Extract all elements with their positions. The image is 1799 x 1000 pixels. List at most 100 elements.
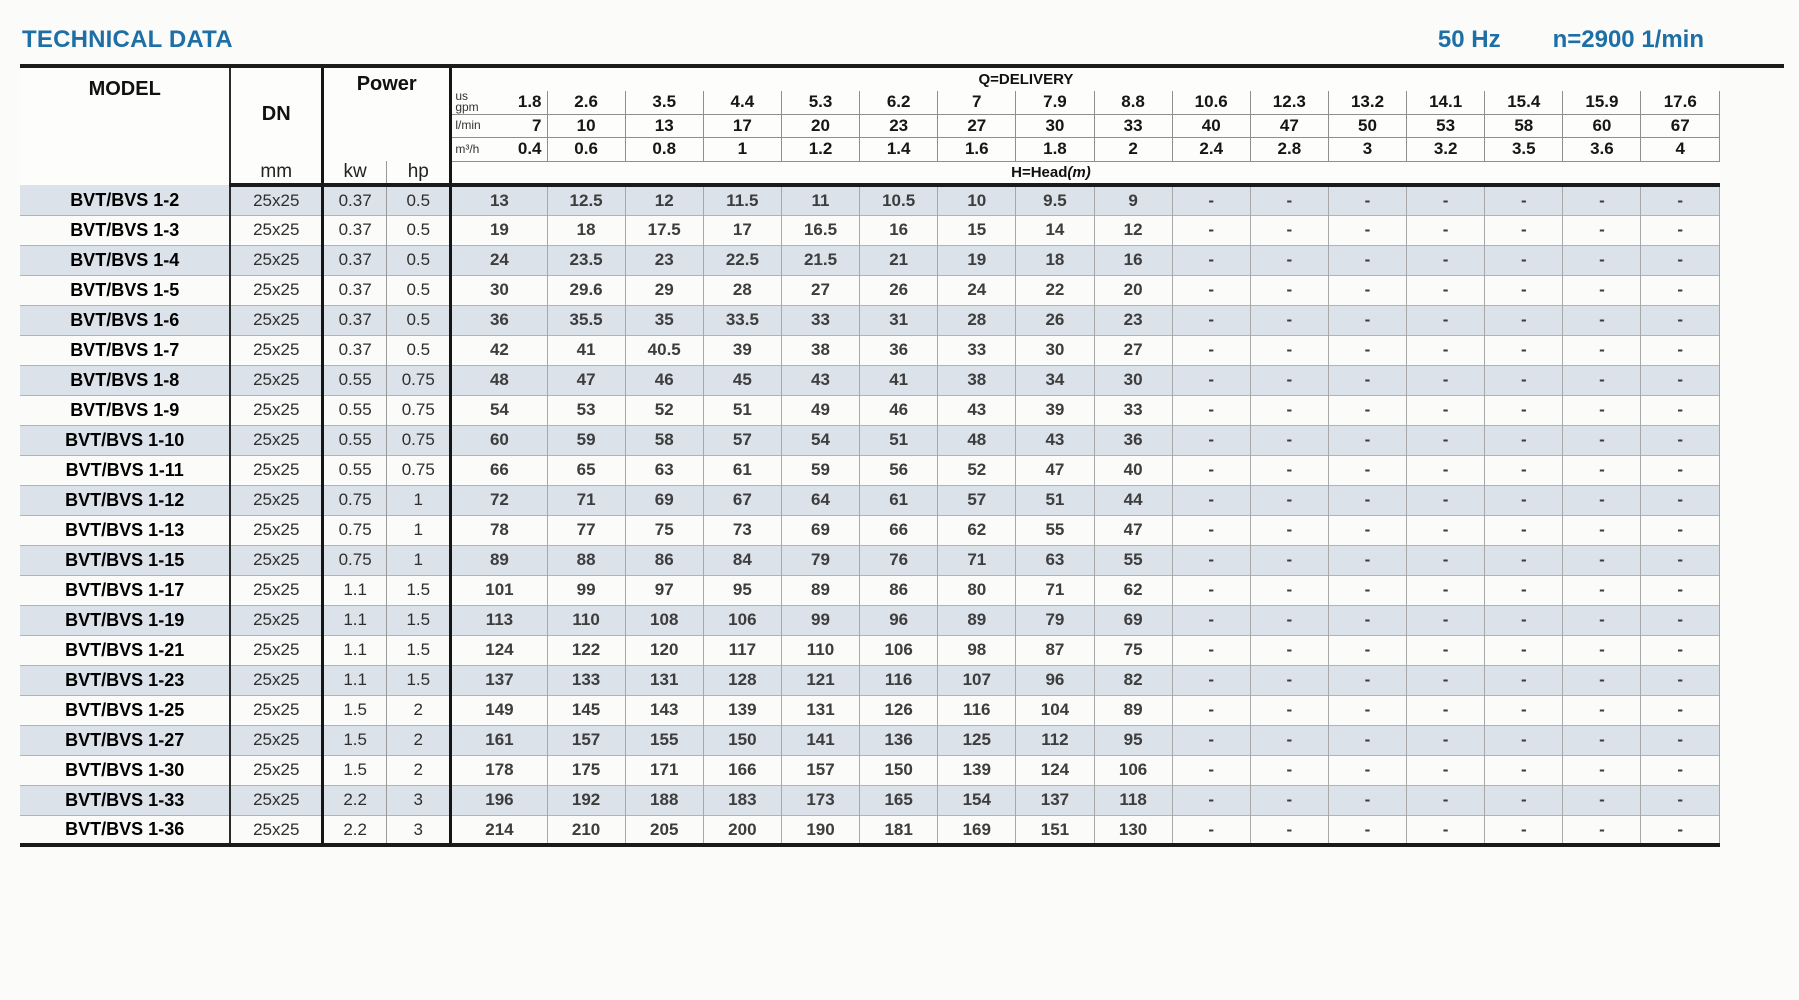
head-value-cell: 22.5: [702, 245, 782, 276]
head-value-cell: -: [1171, 605, 1251, 636]
head-value-cell: 66: [859, 515, 938, 546]
head-value-cell: -: [1640, 335, 1720, 366]
head-value-cell: 35: [624, 305, 704, 336]
head-value-cell: 23: [624, 245, 704, 276]
head-value-cell: 77: [546, 515, 626, 546]
delivery-header-cell: 3: [1327, 137, 1407, 162]
delivery-header-cell: 3.5: [1484, 137, 1563, 162]
head-value-cell: 73: [702, 515, 782, 546]
head-value-cell: -: [1327, 485, 1407, 516]
kw-cell: 0.37: [322, 305, 388, 336]
delivery-header-cell: 23: [859, 114, 938, 138]
head-group-header: H=Head(m): [450, 161, 1720, 188]
technical-data-table: MODEL DN Power Q=DELIVERY us gpm 1.8 2.6 3.…: [20, 68, 1720, 847]
kw-cell: 0.37: [322, 215, 388, 246]
head-value-cell: -: [1562, 395, 1641, 426]
head-value-cell: -: [1484, 245, 1563, 276]
delivery-header-cell: 7: [937, 91, 1016, 115]
head-value-cell: 79: [1015, 605, 1094, 636]
head-value-cell: 137: [1015, 785, 1094, 816]
head-value-cell: 149: [450, 695, 548, 726]
table-row: BVT/BVS 1-23 25x25 1.1 1.5 137 133 131 128 121 11…: [20, 665, 1720, 696]
head-value-cell: -: [1171, 785, 1251, 816]
head-value-cell: -: [1249, 725, 1329, 756]
head-value-cell: -: [1171, 365, 1251, 396]
delivery-header-cell: 10.6: [1171, 91, 1251, 115]
table-row: BVT/BVS 1-8 25x25 0.55 0.75 48 47 46 45 43 41 38 34…: [20, 365, 1720, 396]
head-value-cell: 116: [937, 695, 1016, 726]
head-value-cell: 106: [702, 605, 782, 636]
table-row: BVT/BVS 1-17 25x25 1.1 1.5 101 99 97 95 89 86 80 71…: [20, 575, 1720, 606]
head-value-cell: -: [1327, 425, 1407, 456]
head-value-cell: 26: [1015, 305, 1094, 336]
head-value-cell: 196: [450, 785, 548, 816]
head-value-cell: 38: [780, 335, 860, 366]
head-value-cell: 23.5: [546, 245, 626, 276]
head-value-cell: 139: [702, 695, 782, 726]
head-value-cell: -: [1249, 665, 1329, 696]
head-value-cell: 59: [546, 425, 626, 456]
head-value-cell: -: [1249, 785, 1329, 816]
head-value-cell: 75: [1093, 635, 1173, 666]
header-row-delivery-title: MODEL DN Power Q=DELIVERY: [20, 68, 1720, 186]
model-cell: BVT/BVS 1-4: [20, 245, 232, 276]
head-value-cell: 130: [1093, 815, 1173, 846]
head-value-cell: 60: [450, 425, 548, 456]
head-value-cell: 9.5: [1015, 185, 1094, 216]
head-value-cell: -: [1249, 755, 1329, 786]
head-value-cell: -: [1562, 815, 1641, 846]
header-specs: 50 Hz n=2900 1/min: [1438, 26, 1704, 54]
kw-label: kw: [322, 161, 388, 188]
hp-cell: 0.75: [386, 365, 453, 396]
model-cell: BVT/BVS 1-10: [20, 425, 232, 456]
head-value-cell: 82: [1093, 665, 1173, 696]
head-value-cell: -: [1484, 755, 1563, 786]
table-row: BVT/BVS 1-6 25x25 0.37 0.5 36 35.5 35 33.5 33 31 2…: [20, 305, 1720, 336]
head-value-cell: 157: [780, 755, 860, 786]
head-value-cell: 120: [624, 635, 704, 666]
head-value-cell: 42: [450, 335, 548, 366]
head-value-cell: 51: [702, 395, 782, 426]
head-value-cell: -: [1562, 665, 1641, 696]
head-value-cell: -: [1249, 515, 1329, 546]
header-row-lmin: l/min 7 10 13 17 20 23 27 30 33 40 47 50 53 58 60 67: [20, 114, 1720, 138]
head-value-cell: 108: [624, 605, 704, 636]
head-value-cell: -: [1327, 605, 1407, 636]
head-value-cell: -: [1171, 275, 1251, 306]
head-value-cell: -: [1640, 455, 1720, 486]
delivery-header-cell: 5.3: [780, 91, 860, 115]
head-value-cell: -: [1640, 785, 1720, 816]
table-row: BVT/BVS 1-9 25x25 0.55 0.75 54 53 52 51 49 46 43 39…: [20, 395, 1720, 426]
head-value-cell: -: [1327, 365, 1407, 396]
head-value-cell: -: [1484, 335, 1563, 366]
header-row-units: mm kw hp H=Head(m): [20, 161, 1720, 188]
head-value-cell: 58: [624, 425, 704, 456]
kw-cell: 2.2: [322, 815, 388, 846]
head-value-cell: 27: [1093, 335, 1173, 366]
head-value-cell: 79: [780, 545, 860, 576]
head-value-cell: -: [1562, 725, 1641, 756]
head-value-cell: 48: [937, 425, 1016, 456]
head-value-cell: -: [1406, 695, 1485, 726]
kw-cell: 0.37: [322, 275, 388, 306]
hp-label: hp: [386, 161, 453, 188]
dn-cell: 25x25: [230, 335, 325, 366]
head-value-cell: 46: [624, 365, 704, 396]
delivery-header-cell: 3.2: [1406, 137, 1485, 162]
head-value-cell: 57: [702, 425, 782, 456]
delivery-unit-label: m³/h: [455, 141, 480, 156]
head-value-cell: -: [1327, 725, 1407, 756]
head-value-cell: 15: [937, 215, 1016, 246]
head-value-cell: 169: [937, 815, 1016, 846]
head-value-cell: -: [1249, 815, 1329, 846]
delivery-unit-label: l/min: [455, 118, 481, 133]
head-value-cell: 40: [1093, 455, 1173, 486]
table-row: BVT/BVS 1-30 25x25 1.5 2 178 175 171 166 157 150 1…: [20, 755, 1720, 786]
table-row: BVT/BVS 1-7 25x25 0.37 0.5 42 41 40.5 39 38 36 33 3…: [20, 335, 1720, 366]
head-value-cell: 19: [450, 215, 548, 246]
head-value-cell: -: [1640, 815, 1720, 846]
delivery-header-cell: 1.4: [859, 137, 938, 162]
head-value-cell: -: [1327, 185, 1407, 216]
head-value-cell: 154: [937, 785, 1016, 816]
head-value-cell: -: [1406, 605, 1485, 636]
